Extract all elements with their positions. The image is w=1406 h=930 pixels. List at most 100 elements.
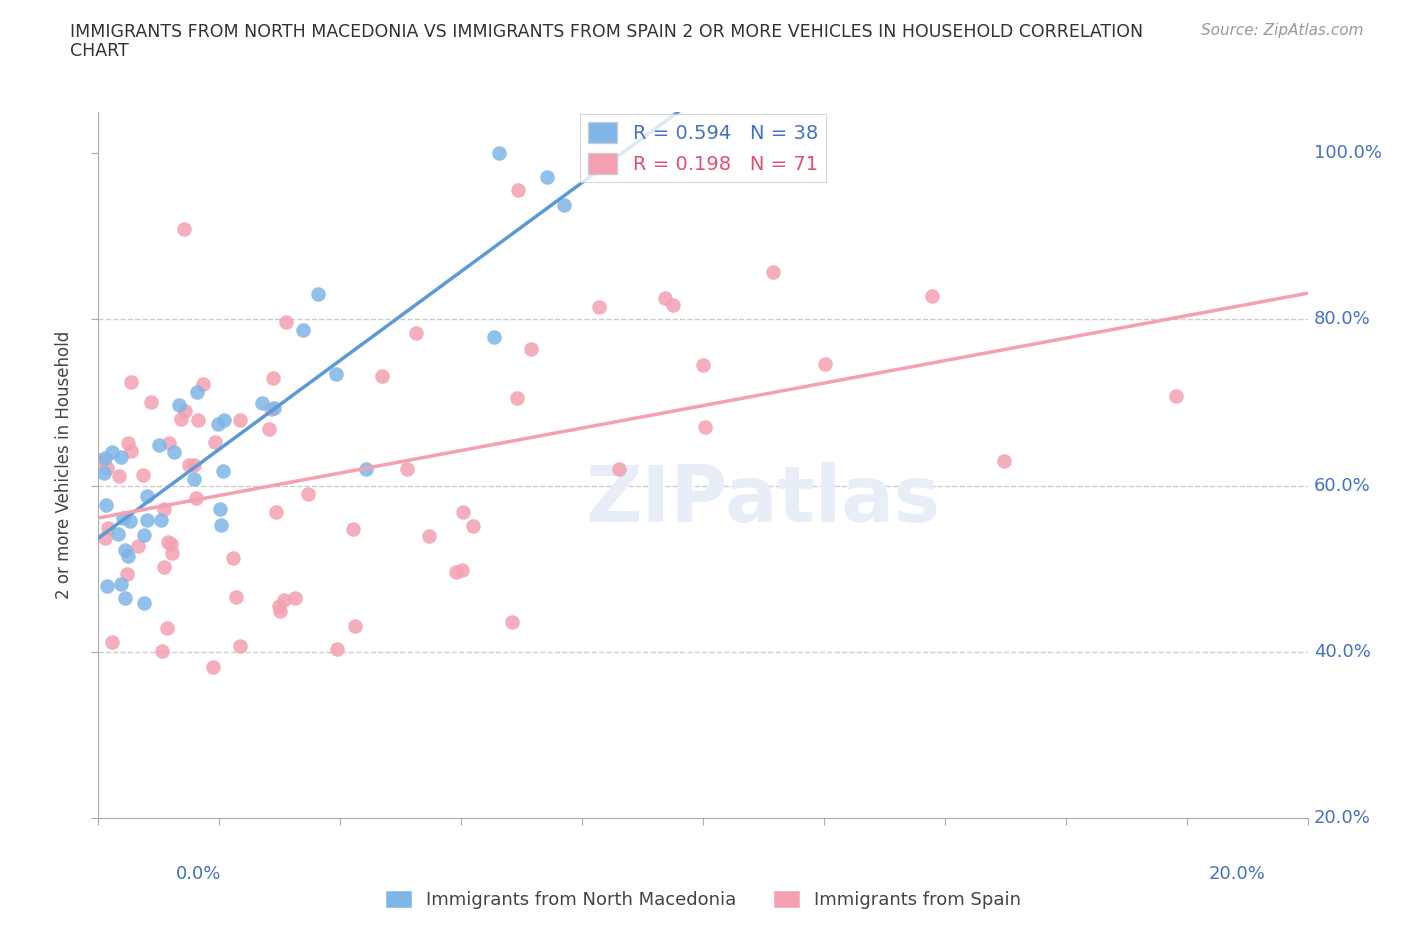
Point [204,435,226,450]
Point [110,449,132,464]
Point [101,445,124,459]
Point [225,589,247,604]
Text: 100.0%: 100.0% [1313,144,1382,162]
Point [186,384,208,399]
Point [325,366,347,381]
Point [101,634,124,649]
Point [297,486,319,501]
Point [173,221,195,236]
Point [276,314,298,329]
Point [405,326,427,340]
Text: IMMIGRANTS FROM NORTH MACEDONIA VS IMMIGRANTS FROM SPAIN 2 OR MORE VEHICLES IN H: IMMIGRANTS FROM NORTH MACEDONIA VS IMMIG… [70,23,1143,41]
Point [211,463,233,478]
Point [120,375,142,390]
Point [326,642,349,657]
Text: 0.0%: 0.0% [176,865,221,883]
Point [264,504,287,519]
Point [169,398,191,413]
Point [107,469,129,484]
Point [174,404,197,418]
Point [662,298,685,312]
Point [461,519,484,534]
Point [114,543,136,558]
Point [110,577,132,591]
Point [342,522,364,537]
Point [96,578,118,593]
Point [162,445,184,459]
Legend: Immigrants from North Macedonia, Immigrants from Spain: Immigrants from North Macedonia, Immigra… [378,883,1028,916]
Point [156,535,179,550]
Point [291,323,314,338]
Point [96,460,118,475]
Point [444,565,467,579]
Point [117,435,139,450]
Point [344,618,367,633]
Y-axis label: 2 or more Vehicles in Household: 2 or more Vehicles in Household [55,331,73,599]
Point [588,299,610,314]
Point [191,377,214,392]
Point [229,639,252,654]
Text: 80.0%: 80.0% [1313,311,1371,328]
Point [654,291,676,306]
Point [262,370,284,385]
Point [153,502,176,517]
Point [418,528,440,543]
Point [150,644,173,658]
Point [134,527,156,542]
Point [170,412,193,427]
Point [269,604,291,618]
Point [139,394,162,409]
Point [107,526,129,541]
Point [506,391,529,405]
Point [506,183,529,198]
Point [207,417,229,432]
Point [117,566,139,581]
Point [90,453,112,468]
Point [149,512,172,527]
Point [993,454,1015,469]
Point [609,461,631,476]
Point [96,498,118,512]
Point [208,501,231,516]
Point [693,419,716,434]
Point [160,545,183,560]
Point [273,593,295,608]
Text: CHART: CHART [70,42,129,60]
Point [132,468,155,483]
Point [179,458,201,472]
Point [156,620,179,635]
Point [184,490,207,505]
Point [370,368,392,383]
Point [153,559,176,574]
Point [157,436,180,451]
Text: 20.0%: 20.0% [1209,865,1265,883]
Point [395,461,418,476]
Point [553,197,575,212]
Point [761,264,783,279]
Point [135,488,157,503]
Text: 60.0%: 60.0% [1313,477,1371,495]
Point [229,413,252,428]
Point [148,437,170,452]
Text: 20.0%: 20.0% [1313,809,1371,828]
Point [221,551,243,565]
Point [536,169,558,184]
Text: Source: ZipAtlas.com: Source: ZipAtlas.com [1201,23,1364,38]
Point [450,563,472,578]
Legend: R = 0.594   N = 38, R = 0.198   N = 71: R = 0.594 N = 38, R = 0.198 N = 71 [581,114,825,182]
Point [260,402,283,417]
Point [814,356,837,371]
Point [120,444,142,458]
Point [692,357,714,372]
Point [284,591,307,605]
Point [112,511,135,525]
Point [451,504,474,519]
Point [307,286,329,301]
Point [921,288,943,303]
Point [250,395,273,410]
Point [501,614,523,629]
Point [117,549,139,564]
Point [267,599,290,614]
Point [97,521,120,536]
Point [1164,389,1187,404]
